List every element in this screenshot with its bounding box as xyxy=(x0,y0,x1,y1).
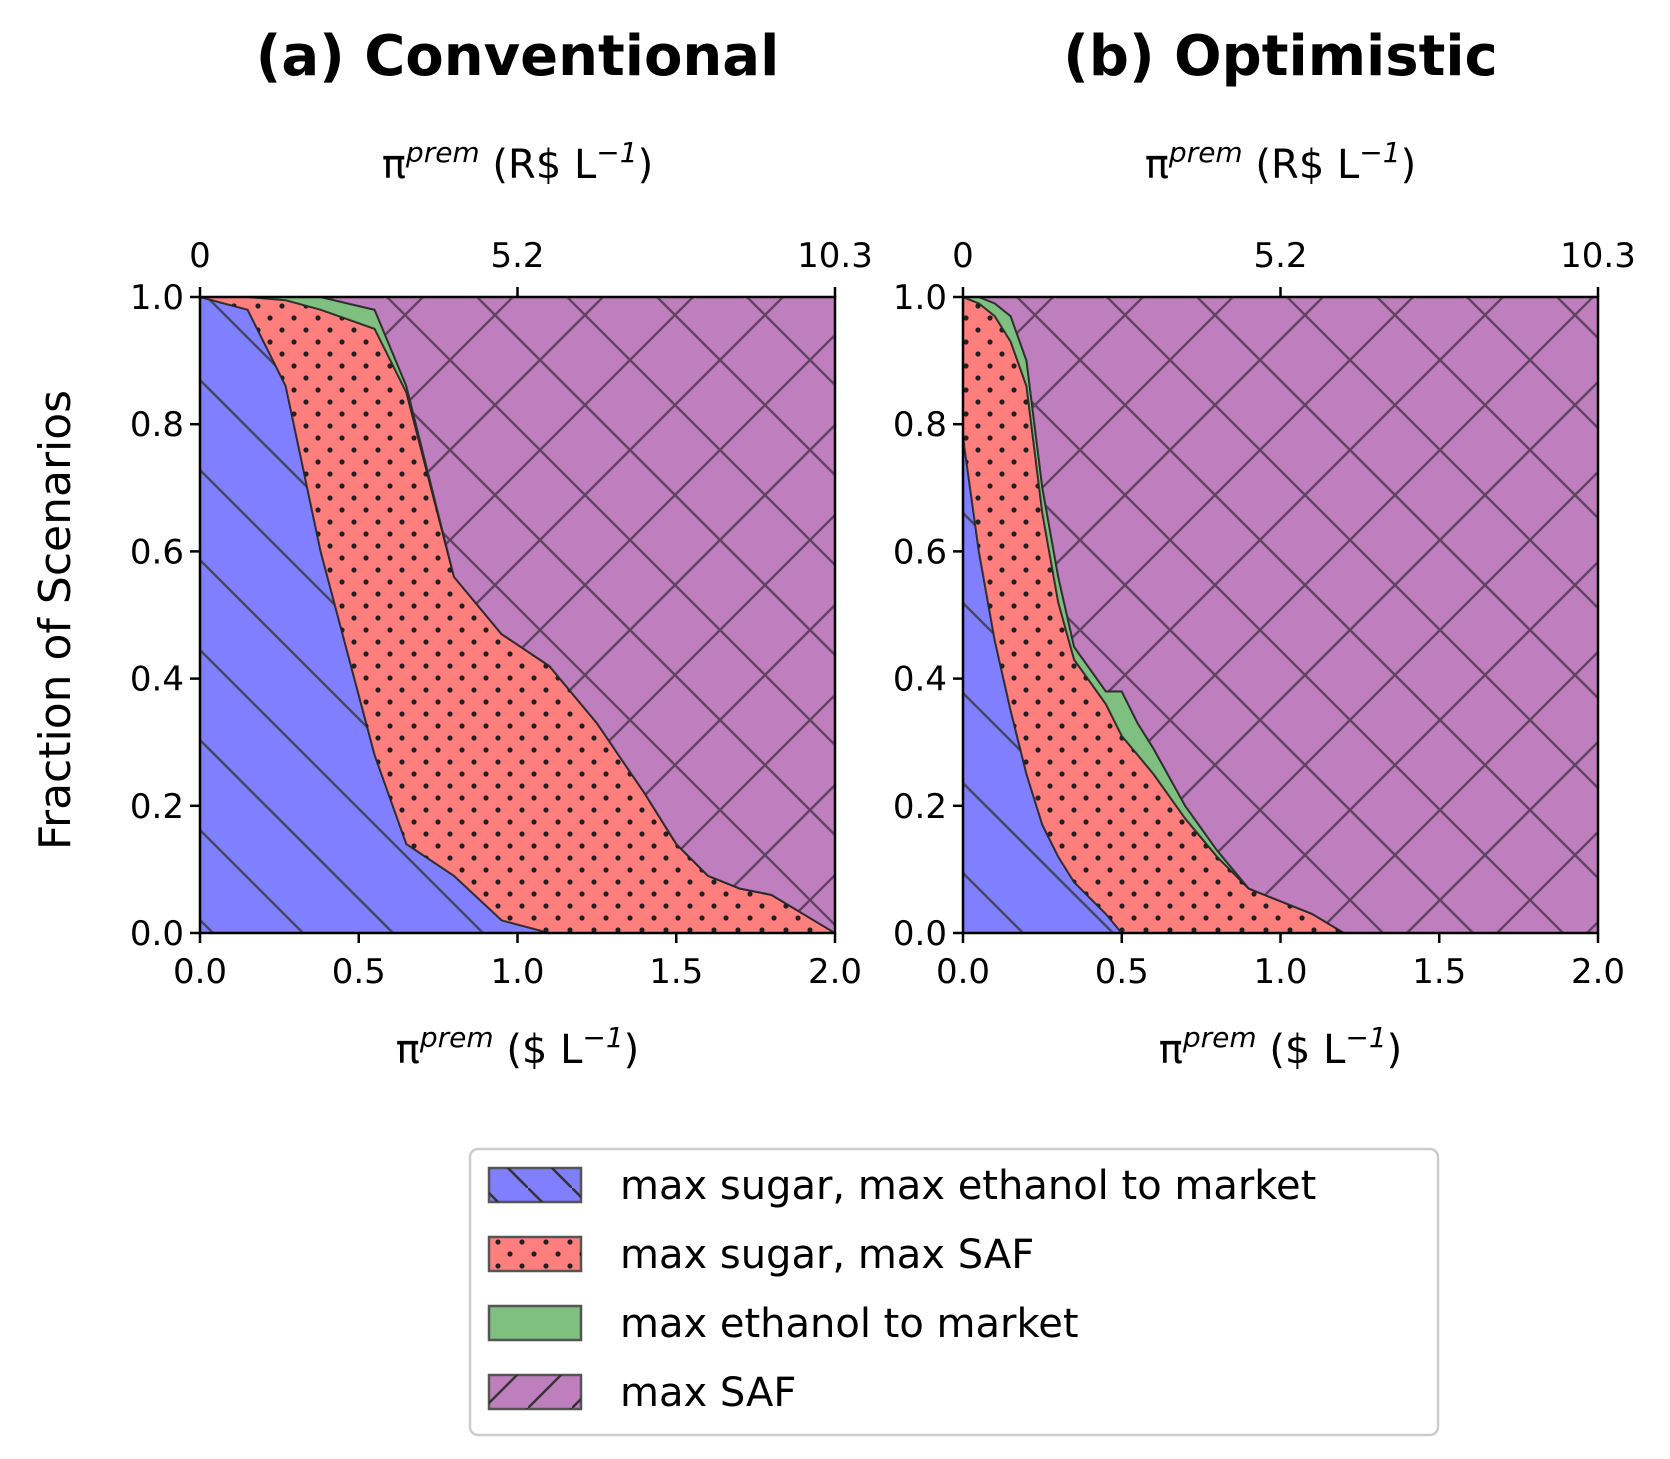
legend-frame xyxy=(468,1147,1440,1437)
legend-item: max sugar, max SAF xyxy=(487,1232,1034,1278)
y-tick-label: 0.2 xyxy=(130,787,184,827)
panel-optimistic: 0.0 0.5 1.0 1.5 2.00.00.20.40.60.81.00 5.2 10.… xyxy=(893,24,1636,1073)
x-tick-label: 2.0 xyxy=(1571,952,1625,992)
legend-label: max SAF xyxy=(620,1370,796,1416)
area-max-sugar-max-ethanol-to-market-hatch xyxy=(963,436,1598,933)
x-axis-label: πprem ($ L−1) xyxy=(1159,1021,1403,1074)
legend-label: max sugar, max SAF xyxy=(620,1232,1034,1278)
top-x-tick-label: 5.2 xyxy=(1253,236,1307,276)
chart-panels: 0.0 0.5 1.0 1.5 2.00.00.20.40.60.81.00 5.2 10.… xyxy=(130,24,1636,1073)
x-tick-label: 1.0 xyxy=(1253,952,1307,992)
top-x-tick-label: 0 xyxy=(189,236,211,276)
legend-swatch xyxy=(487,1304,583,1342)
area-max-saf-hatch xyxy=(963,297,1598,933)
y-tick-label: 0.8 xyxy=(893,405,947,445)
y-tick-label: 0.2 xyxy=(893,787,947,827)
y-tick-label: 0.0 xyxy=(130,914,184,954)
legend-label: max ethanol to market xyxy=(620,1301,1079,1347)
x-tick-label: 0.5 xyxy=(332,952,386,992)
x-tick-label: 1.0 xyxy=(490,952,544,992)
area-max-sugar-max-saf-hatch xyxy=(200,297,835,933)
legend: max sugar, max ethanol to market max suga… xyxy=(468,1147,1440,1437)
legend-label: max sugar, max ethanol to market xyxy=(620,1163,1316,1209)
top-x-axis-label: πprem (R$ L−1) xyxy=(382,136,653,189)
x-tick-label: 0.5 xyxy=(1095,952,1149,992)
x-axis-label: πprem ($ L−1) xyxy=(396,1021,640,1074)
x-tick-label: 0.0 xyxy=(936,952,990,992)
y-tick-label: 0.4 xyxy=(893,660,947,700)
legend-item: max sugar, max ethanol to market xyxy=(487,1163,1316,1209)
y-tick-label: 1.0 xyxy=(893,278,947,318)
top-x-axis-label: πprem (R$ L−1) xyxy=(1145,136,1416,189)
x-tick-label: 1.5 xyxy=(649,952,703,992)
legend-item: max ethanol to market xyxy=(487,1301,1079,1347)
legend-item: max SAF xyxy=(487,1370,796,1416)
y-tick-label: 0.6 xyxy=(130,532,184,572)
top-x-tick-label: 0 xyxy=(952,236,974,276)
top-x-tick-label: 10.3 xyxy=(1560,236,1636,276)
y-tick-label: 1.0 xyxy=(130,278,184,318)
x-tick-label: 0.0 xyxy=(173,952,227,992)
top-x-tick-label: 5.2 xyxy=(490,236,544,276)
x-tick-label: 2.0 xyxy=(808,952,862,992)
panel-conventional: 0.0 0.5 1.0 1.5 2.00.00.20.40.60.81.00 5.2 10.… xyxy=(130,24,873,1073)
area-max-sugar-max-ethanol-to-market-hatch xyxy=(200,297,835,933)
y-tick-label: 0.8 xyxy=(130,405,184,445)
area-max-sugar-max-saf-hatch xyxy=(963,297,1598,933)
y-axis-label: Fraction of Scenarios xyxy=(30,390,81,850)
top-x-tick-label: 10.3 xyxy=(797,236,873,276)
x-tick-label: 1.5 xyxy=(1412,952,1466,992)
y-tick-label: 0.6 xyxy=(893,532,947,572)
area-max-saf-hatch xyxy=(200,297,835,933)
panel-title: (b) Optimistic xyxy=(1063,24,1497,89)
panel-title: (a) Conventional xyxy=(256,24,780,89)
y-tick-label: 0.0 xyxy=(893,914,947,954)
y-tick-label: 0.4 xyxy=(130,660,184,700)
